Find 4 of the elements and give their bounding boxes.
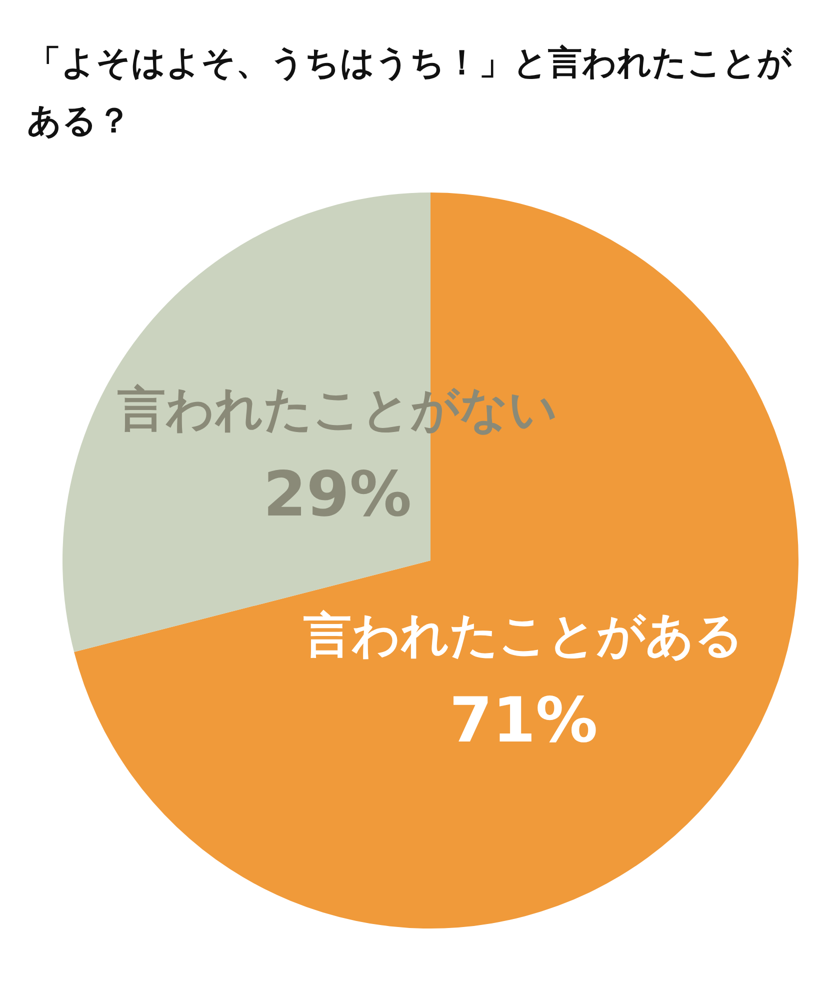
data-label: 29% bbox=[263, 458, 412, 531]
chart-title: 「よそはよそ、うちはうち！」と言われたことがある？ bbox=[27, 42, 794, 143]
slice-label: 言われたことがある bbox=[302, 607, 744, 664]
data-label: 71% bbox=[449, 683, 598, 756]
